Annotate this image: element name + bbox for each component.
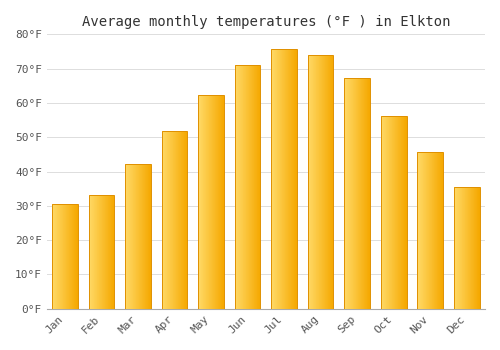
Bar bbox=[126, 164, 151, 309]
Bar bbox=[89, 195, 114, 309]
Bar bbox=[381, 116, 406, 309]
Bar bbox=[308, 55, 334, 309]
Bar bbox=[52, 204, 78, 309]
Bar bbox=[162, 131, 188, 309]
Bar bbox=[272, 49, 297, 309]
Bar bbox=[235, 64, 260, 309]
Bar bbox=[418, 152, 443, 309]
Bar bbox=[454, 187, 479, 309]
Bar bbox=[198, 95, 224, 309]
Bar bbox=[344, 78, 370, 309]
Title: Average monthly temperatures (°F ) in Elkton: Average monthly temperatures (°F ) in El… bbox=[82, 15, 450, 29]
